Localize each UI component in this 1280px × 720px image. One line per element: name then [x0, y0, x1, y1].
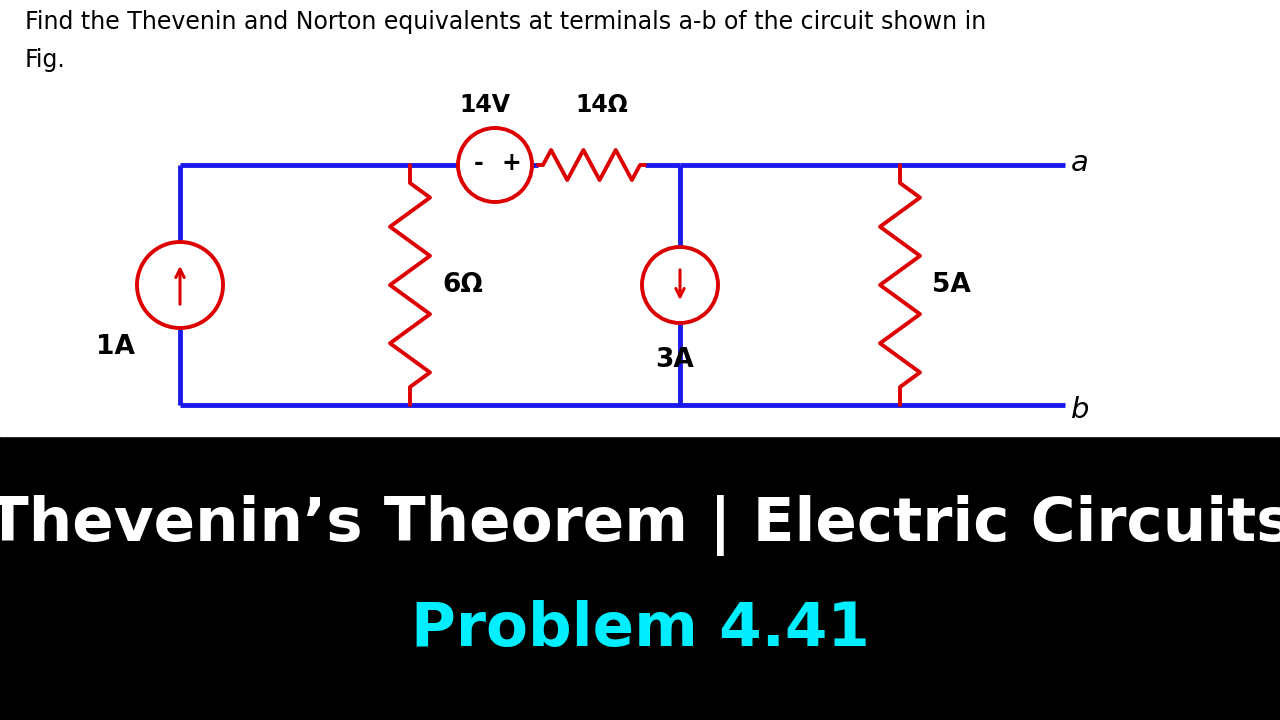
Circle shape: [458, 128, 532, 202]
Text: 1A: 1A: [96, 334, 134, 360]
Text: Find the Thevenin and Norton equivalents at terminals a-b of the circuit shown i: Find the Thevenin and Norton equivalents…: [26, 10, 987, 34]
Text: Problem 4.41: Problem 4.41: [411, 600, 869, 660]
Text: +: +: [502, 151, 521, 175]
Text: -: -: [474, 151, 484, 175]
Text: Thevenin’s Theorem | Electric Circuits: Thevenin’s Theorem | Electric Circuits: [0, 495, 1280, 557]
Text: Fig.: Fig.: [26, 48, 65, 72]
Bar: [0, 0, 1280, 436]
Text: 14V: 14V: [460, 93, 511, 117]
Text: b: b: [1071, 396, 1089, 424]
Bar: [0, 436, 1280, 720]
Text: 6Ω: 6Ω: [442, 272, 483, 298]
Text: 14Ω: 14Ω: [575, 93, 628, 117]
Text: 5A: 5A: [932, 272, 970, 298]
Text: 3A: 3A: [655, 347, 694, 373]
Text: a: a: [1071, 149, 1089, 177]
